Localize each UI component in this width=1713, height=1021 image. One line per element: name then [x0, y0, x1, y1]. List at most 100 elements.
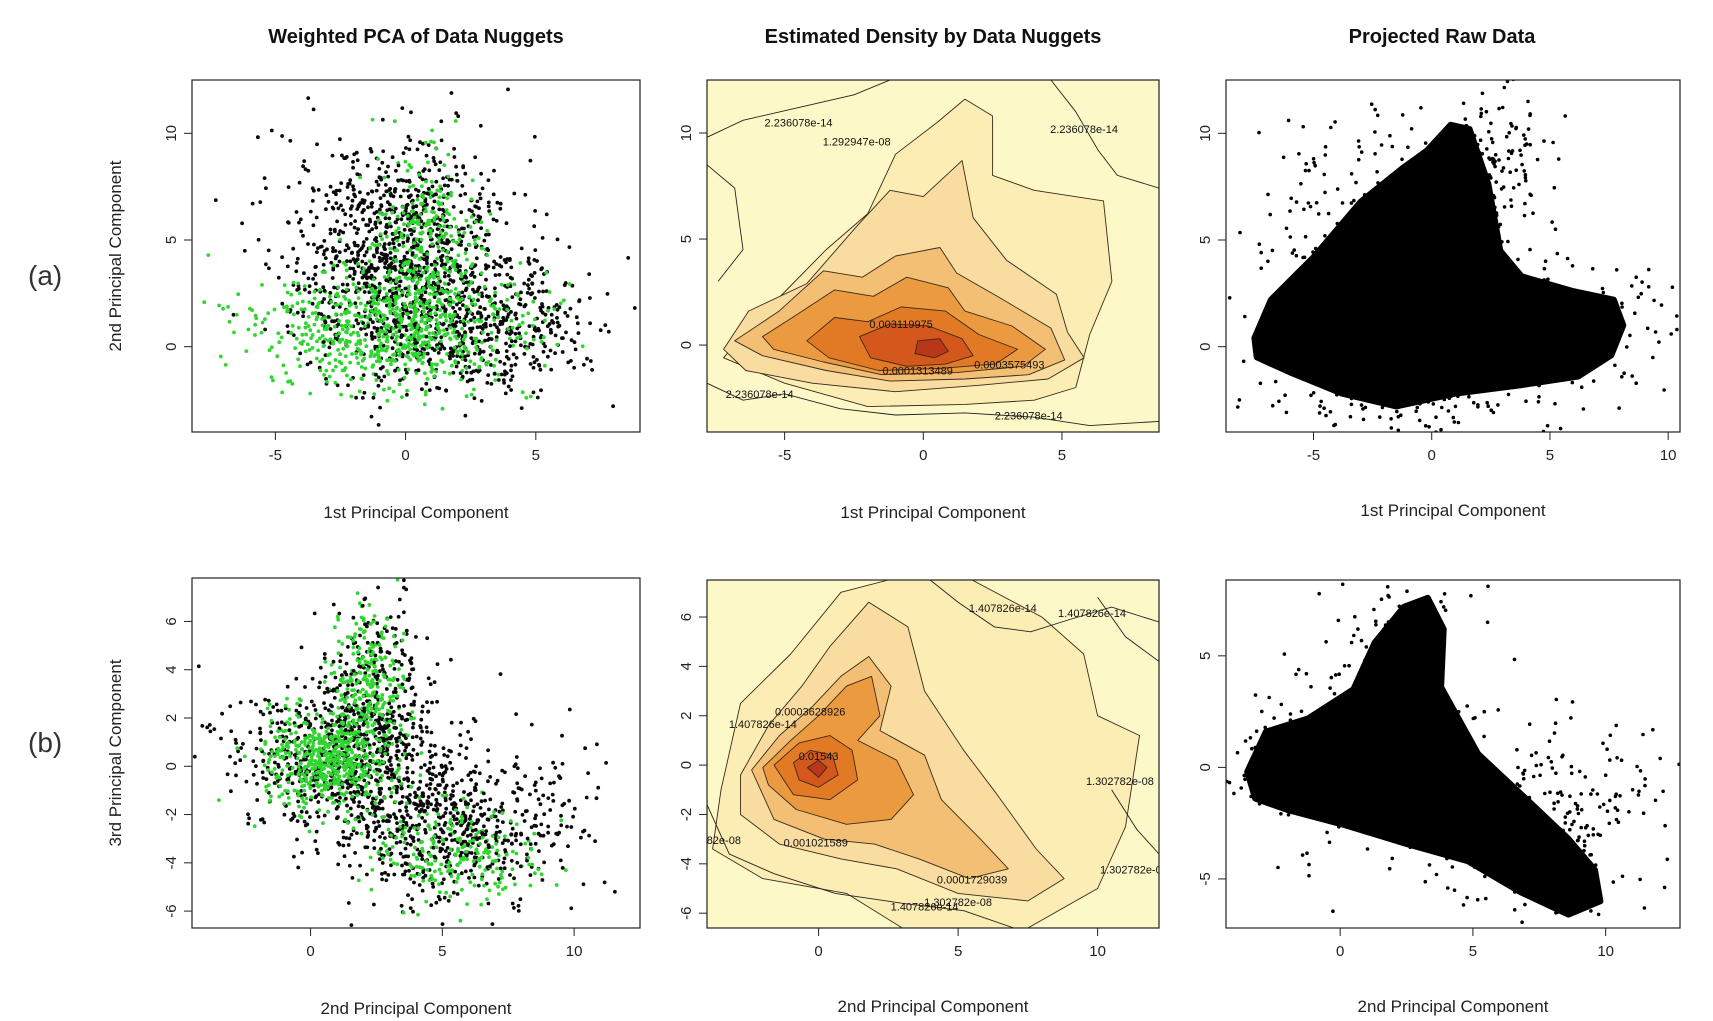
raw-data-point — [1302, 299, 1307, 304]
data-point — [381, 334, 386, 339]
data-point — [377, 857, 382, 862]
data-point — [532, 258, 537, 262]
raw-data-point — [1488, 174, 1492, 179]
data-point — [294, 210, 299, 214]
data-point — [411, 333, 416, 338]
raw-data-point — [1439, 352, 1444, 357]
data-point — [335, 383, 340, 388]
data-point — [259, 330, 264, 335]
raw-data-point — [1415, 287, 1420, 292]
raw-data-point — [1565, 310, 1569, 314]
data-point — [304, 776, 308, 781]
data-point — [295, 301, 300, 306]
raw-data-point — [1502, 205, 1507, 209]
raw-data-point — [1387, 258, 1392, 263]
data-point — [449, 720, 454, 725]
data-point — [300, 796, 305, 801]
data-point — [340, 282, 345, 287]
data-point — [341, 829, 345, 834]
data-point — [458, 798, 463, 803]
raw-data-point — [1522, 133, 1526, 137]
raw-data-point — [1304, 262, 1308, 267]
raw-data-point — [1553, 227, 1558, 231]
data-point — [335, 263, 340, 268]
data-point — [450, 316, 455, 320]
data-point — [375, 772, 379, 776]
data-point — [525, 291, 530, 295]
data-point — [314, 215, 319, 220]
data-point — [304, 810, 309, 815]
data-point — [360, 785, 365, 790]
data-point — [385, 200, 390, 205]
data-point — [236, 749, 241, 754]
data-point — [313, 716, 318, 721]
x-tick-label: -5 — [269, 447, 282, 464]
data-point — [374, 179, 379, 184]
raw-data-point — [1511, 358, 1515, 362]
data-point — [462, 294, 467, 299]
raw-data-point — [1277, 340, 1281, 344]
data-point — [323, 315, 327, 320]
data-point — [466, 320, 470, 324]
data-point — [449, 91, 454, 95]
data-point — [523, 809, 528, 814]
data-point — [434, 803, 438, 808]
data-point — [528, 342, 533, 346]
data-point — [348, 360, 352, 365]
data-point — [306, 242, 310, 246]
data-point — [453, 287, 458, 291]
data-point — [302, 805, 306, 810]
data-point — [415, 197, 420, 202]
data-point — [351, 165, 355, 170]
raw-data-point — [1525, 318, 1529, 323]
raw-data-point — [1317, 306, 1321, 311]
data-point — [374, 359, 379, 364]
raw-data-point — [1400, 291, 1405, 295]
data-point — [472, 855, 477, 860]
raw-data-point — [1456, 287, 1461, 292]
data-point — [411, 747, 416, 752]
data-point — [380, 329, 385, 334]
data-point — [295, 310, 300, 315]
data-point — [432, 680, 437, 684]
raw-data-point — [1324, 413, 1328, 418]
data-point — [290, 324, 295, 328]
data-point — [307, 348, 312, 352]
raw-data-point — [1372, 235, 1376, 240]
data-point — [373, 653, 378, 658]
raw-data-point — [1408, 186, 1413, 190]
data-point — [465, 857, 469, 862]
data-point — [495, 778, 500, 783]
raw-data-point — [1469, 211, 1474, 215]
data-point — [353, 219, 357, 224]
data-point — [374, 225, 379, 230]
raw-data-point — [1412, 454, 1416, 458]
data-point — [351, 826, 356, 831]
data-point — [271, 378, 275, 383]
raw-data-point — [1303, 234, 1308, 239]
data-point — [269, 345, 274, 350]
data-point — [559, 823, 564, 828]
data-point — [286, 220, 290, 225]
data-point — [306, 168, 311, 173]
data-point — [539, 776, 544, 781]
data-point — [382, 299, 386, 303]
data-point — [335, 720, 339, 724]
data-point — [357, 646, 362, 651]
data-point — [519, 290, 523, 295]
data-point — [208, 729, 213, 734]
data-point — [399, 234, 404, 239]
raw-data-point — [1409, 127, 1414, 131]
data-point — [364, 223, 369, 227]
data-point — [387, 847, 392, 851]
data-point — [365, 640, 370, 645]
data-point — [538, 335, 543, 340]
data-point — [440, 406, 445, 411]
raw-data-point — [1508, 170, 1512, 174]
raw-data-point — [1373, 152, 1377, 156]
data-point — [426, 280, 431, 285]
raw-data-point — [1561, 341, 1565, 345]
data-point — [330, 153, 335, 158]
data-point — [498, 255, 503, 259]
data-point — [419, 327, 424, 332]
